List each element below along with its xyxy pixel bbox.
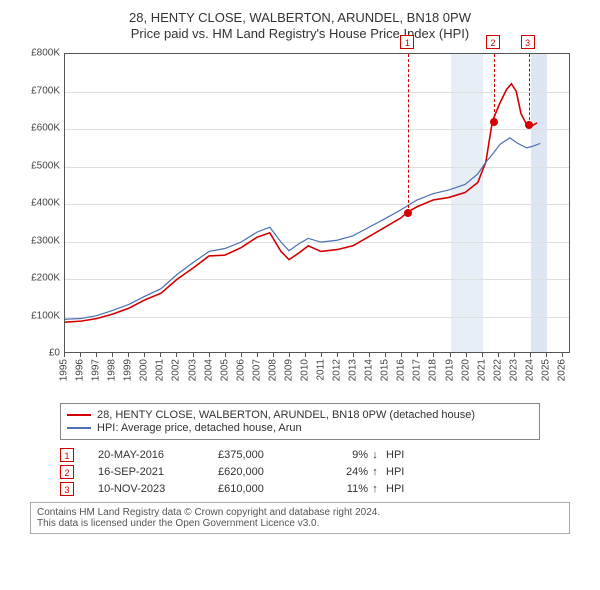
x-tick-label: 2010	[299, 359, 310, 381]
plot-area	[64, 53, 570, 353]
sale-dot	[404, 209, 412, 217]
x-tick-label: 2009	[283, 359, 294, 381]
x-tick-label: 1999	[123, 359, 134, 381]
y-tick-label: £0	[49, 348, 60, 359]
sale-marker-box: 1	[400, 35, 414, 49]
x-tick-label: 2023	[508, 359, 519, 381]
sale-row: 2 16-SEP-2021£620,00024%↑HPI	[60, 465, 540, 479]
legend-label: 28, HENTY CLOSE, WALBERTON, ARUNDEL, BN1…	[97, 409, 475, 421]
footnote-line2: This data is licensed under the Open Gov…	[37, 518, 563, 529]
arrow-up-icon: ↑	[368, 466, 382, 478]
x-tick-label: 2012	[332, 359, 343, 381]
x-tick-label: 2016	[396, 359, 407, 381]
sale-row-marker: 1	[60, 448, 74, 462]
sale-pct: 11%	[318, 483, 368, 495]
x-tick-label: 2000	[139, 359, 150, 381]
sale-row: 3 10-NOV-2023£610,00011%↑HPI	[60, 482, 540, 496]
legend-item: HPI: Average price, detached house, Arun	[67, 422, 533, 434]
x-tick-label: 1996	[75, 359, 86, 381]
x-tick-label: 2015	[380, 359, 391, 381]
sale-hpi-label: HPI	[382, 449, 540, 461]
y-tick-label: £500K	[31, 160, 60, 171]
legend-item: 28, HENTY CLOSE, WALBERTON, ARUNDEL, BN1…	[67, 409, 533, 421]
x-tick-label: 2007	[251, 359, 262, 381]
sale-row-marker: 3	[60, 482, 74, 496]
y-tick-label: £600K	[31, 123, 60, 134]
x-tick-label: 1998	[107, 359, 118, 381]
y-tick-label: £300K	[31, 235, 60, 246]
arrow-down-icon: ↓	[368, 449, 382, 461]
sale-row-marker: 2	[60, 465, 74, 479]
sale-row: 1 20-MAY-2016£375,0009%↓HPI	[60, 448, 540, 462]
x-tick-label: 2022	[492, 359, 503, 381]
x-tick-label: 2005	[219, 359, 230, 381]
x-tick-label: 2001	[155, 359, 166, 381]
sale-date: 10-NOV-2023	[98, 483, 218, 495]
sale-dot	[525, 121, 533, 129]
x-tick-label: 2002	[171, 359, 182, 381]
x-tick-label: 2020	[460, 359, 471, 381]
x-tick-label: 2014	[364, 359, 375, 381]
x-tick-label: 2026	[556, 359, 567, 381]
chart-title: 28, HENTY CLOSE, WALBERTON, ARUNDEL, BN1…	[10, 10, 590, 25]
x-tick-label: 2013	[348, 359, 359, 381]
sale-dot	[490, 118, 498, 126]
sale-pct: 24%	[318, 466, 368, 478]
x-tick-label: 2011	[316, 359, 327, 381]
x-tick-label: 2019	[444, 359, 455, 381]
x-tick-label: 1995	[59, 359, 70, 381]
sale-price: £620,000	[218, 466, 318, 478]
x-tick-label: 1997	[91, 359, 102, 381]
y-tick-label: £100K	[31, 310, 60, 321]
sale-marker-box: 3	[521, 35, 535, 49]
x-tick-label: 2024	[524, 359, 535, 381]
chart-area: £0 £100K £200K £300K £400K £500K £600K £700K £80…	[20, 47, 580, 397]
series-line	[65, 84, 537, 322]
x-tick-label: 2008	[267, 359, 278, 381]
sales-table: 120-MAY-2016£375,0009%↓HPI216-SEP-2021£6…	[60, 448, 540, 496]
y-tick-label: £200K	[31, 273, 60, 284]
footnote: Contains HM Land Registry data © Crown c…	[30, 502, 570, 534]
x-tick-label: 2025	[540, 359, 551, 381]
sale-pct: 9%	[318, 449, 368, 461]
sale-marker-box: 2	[486, 35, 500, 49]
x-tick-label: 2006	[235, 359, 246, 381]
sale-price: £610,000	[218, 483, 318, 495]
sale-hpi-label: HPI	[382, 483, 540, 495]
sale-date: 20-MAY-2016	[98, 449, 218, 461]
x-tick-label: 2018	[428, 359, 439, 381]
x-tick-label: 2021	[476, 359, 487, 381]
chart-subtitle: Price paid vs. HM Land Registry's House …	[10, 26, 590, 41]
footnote-line1: Contains HM Land Registry data © Crown c…	[37, 507, 563, 518]
x-tick-label: 2004	[203, 359, 214, 381]
x-tick-label: 2017	[412, 359, 423, 381]
sale-hpi-label: HPI	[382, 466, 540, 478]
y-tick-label: £800K	[31, 48, 60, 59]
sale-date: 16-SEP-2021	[98, 466, 218, 478]
y-tick-label: £400K	[31, 198, 60, 209]
legend: 28, HENTY CLOSE, WALBERTON, ARUNDEL, BN1…	[60, 403, 540, 440]
legend-label: HPI: Average price, detached house, Arun	[97, 422, 302, 434]
x-tick-label: 2003	[187, 359, 198, 381]
sale-price: £375,000	[218, 449, 318, 461]
y-tick-label: £700K	[31, 85, 60, 96]
series-line	[65, 138, 540, 319]
arrow-up-icon: ↑	[368, 483, 382, 495]
